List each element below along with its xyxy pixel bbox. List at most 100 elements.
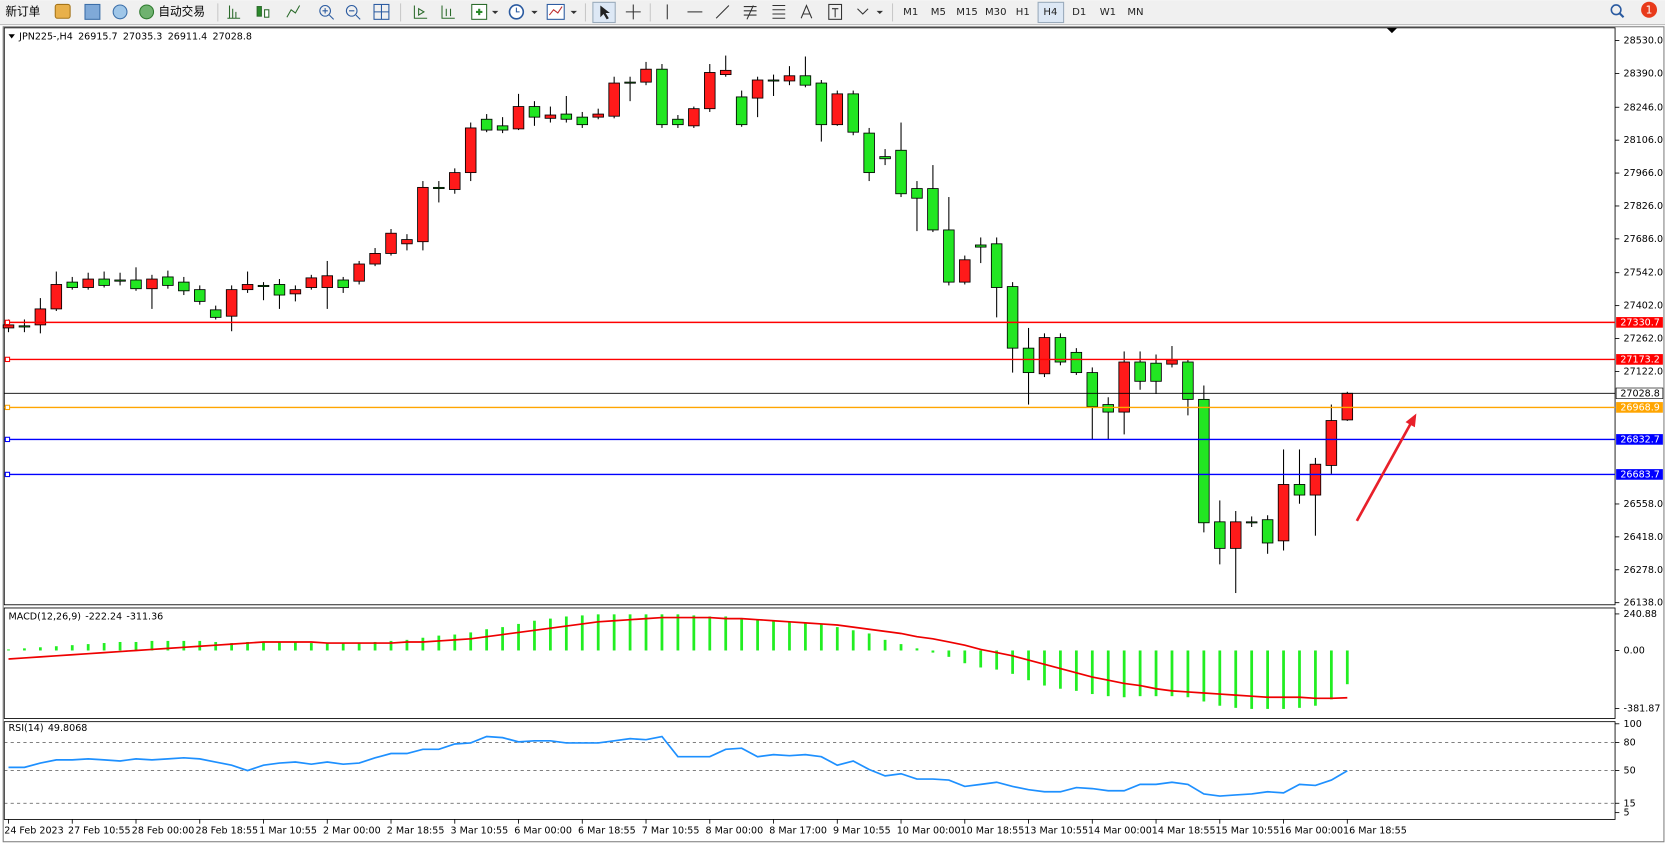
candle-body [305,277,318,288]
ohlc-value: 27035.3 [123,31,162,42]
candle-body [1293,484,1306,496]
candle-body [241,284,254,291]
timeframe-button[interactable]: M5 [931,7,946,18]
y-tick-label: 28106.0 [1624,135,1663,146]
level-tag [1616,402,1663,413]
drawing-tools[interactable] [666,3,869,20]
candle-body [194,289,206,302]
candle-body [321,275,333,288]
candle-body [799,75,812,86]
crosshair-icon[interactable] [625,4,641,20]
x-tick-label: 9 Mar 10:55 [833,826,891,837]
level-handle [4,319,11,326]
plots: 28530.0 28390.0 28246.0 28106.0 27966.0 27826… [2,31,1664,837]
cursor-icon[interactable] [600,5,610,20]
y-tick-label: 28530.0 [1624,36,1663,47]
dropdown[interactable] [876,10,883,15]
candle-body [1325,420,1338,466]
candle-body [959,259,971,283]
level-tag [1616,317,1663,328]
candle-body [751,79,764,99]
icon[interactable] [84,3,101,20]
y-tick-label: 27122.0 [1624,366,1663,377]
y-tick-label: 28390.0 [1624,68,1663,79]
candle-body [1198,398,1210,524]
arrow-head [1405,413,1417,428]
candle-body [1134,361,1146,382]
collapse-arrow [8,34,15,39]
candle-body [847,93,859,133]
timeframe-button[interactable]: H1 [1016,7,1030,18]
candle-body [879,156,891,160]
timeframe-button[interactable]: D1 [1072,7,1086,18]
candle-body [146,278,158,290]
indicator-title: RSI(14) [9,723,44,734]
candle-body [1054,337,1067,363]
x-tick-label: 7 Mar 10:55 [642,826,700,837]
x-tick-label: 2 Mar 00:00 [323,826,381,837]
y-tick-label: 27826.0 [1624,201,1663,212]
x-tick-label: 14 Mar 18:55 [1152,826,1216,837]
x-tick-label: 13 Mar 10:55 [1024,826,1088,837]
scroll-icons[interactable] [413,5,455,19]
toolbar-bg [0,0,1665,25]
candle-body [98,278,110,286]
notification-badge[interactable] [1641,1,1658,18]
macd-panel [3,607,1616,719]
indicator-value: -311.36 [126,611,163,622]
chart-type-icons[interactable] [227,5,301,19]
candle-body [544,114,557,119]
indicator-header: MACD(12,26,9) -222.24 -311.36 [9,611,164,622]
candle-body [289,289,302,295]
candle-body [496,125,509,131]
timeframe-button[interactable]: M1 [903,7,918,18]
template-line [548,6,563,16]
timeframe-button[interactable]: W1 [1100,7,1116,18]
auto-trading-button[interactable]: 自动交易 [158,4,205,18]
dropdown[interactable] [531,10,538,15]
timeframe-button[interactable]: H4 [1043,7,1057,18]
level-handle [4,404,11,411]
toolbar: 新订单 自动交易 [0,0,1665,26]
dropdown[interactable] [570,10,577,15]
timeframe-pressed [1037,1,1065,24]
notification-count: 1 [1646,3,1653,16]
candle-body [353,263,365,282]
timeframe-button[interactable]: M15 [956,7,978,18]
y-tick-label: 50 [1624,766,1636,777]
candle-body [385,232,397,254]
icon[interactable] [112,4,128,20]
level-label: 26968.9 [1620,402,1659,413]
y-tick-label: 27686.0 [1624,234,1663,245]
x-tick-label: 24 Feb 2023 [4,826,63,837]
shift-marker [1386,27,1398,34]
indicator-value: 49.8068 [48,723,87,734]
timeframe-button[interactable]: M30 [985,7,1007,18]
icon[interactable] [139,4,155,20]
search-icon[interactable] [1610,4,1622,16]
candle-body [1070,351,1083,374]
x-tick-label: 10 Mar 00:00 [897,826,961,837]
plus [476,8,483,16]
indicator-line [8,735,1348,797]
symbol: JPN225-,H4 [18,31,73,42]
x-tick-label: 16 Mar 00:00 [1279,826,1343,837]
dropdown[interactable] [491,10,499,15]
price-label: 27028.8 [1620,388,1659,399]
x-tick-label: 6 Mar 18:55 [578,826,636,837]
icon[interactable] [54,3,71,19]
level-handle [4,471,11,478]
new-order-button[interactable]: 新订单 [5,4,40,18]
x-tick-label: 1 Mar 10:55 [259,826,317,837]
timeframe-button[interactable]: MN [1127,7,1143,18]
y-tick-label: 26138.0 [1624,598,1663,609]
candle-body [863,132,875,174]
candle-body [337,279,349,288]
zoom-icons[interactable] [319,3,390,20]
y-tick-label: 15 [1624,798,1636,809]
candle-body [672,118,684,126]
candle-body [1309,463,1322,496]
candle-body [1182,361,1194,400]
candle-body [974,244,987,248]
